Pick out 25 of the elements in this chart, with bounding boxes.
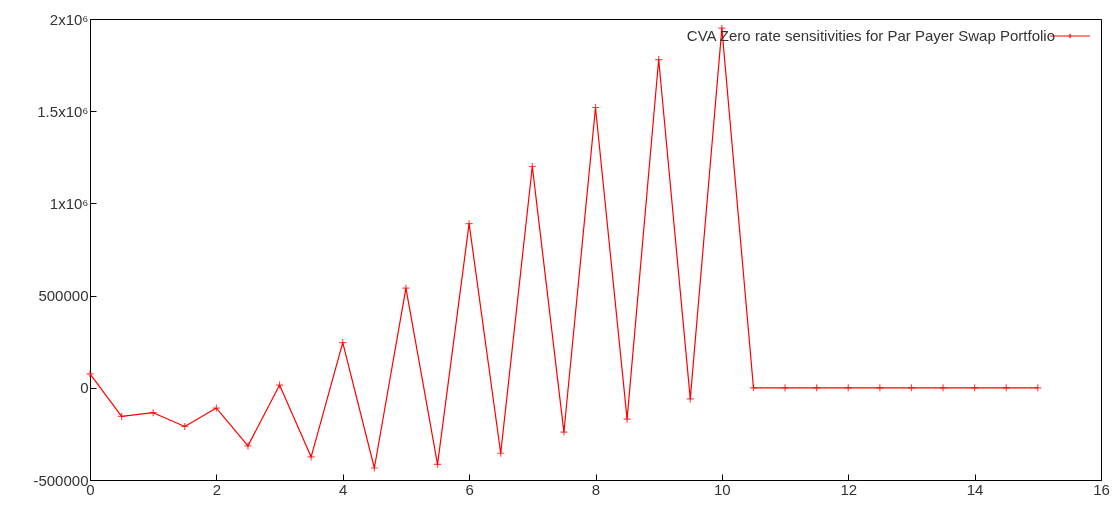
point — [307, 452, 316, 462]
point — [622, 415, 632, 424]
point — [212, 403, 221, 413]
point — [243, 441, 253, 451]
point — [559, 427, 569, 437]
point — [85, 369, 95, 379]
y-tick-label: 500000 — [38, 287, 89, 305]
x-tick-label: 10 — [714, 480, 731, 498]
y-tick-label: 0 — [80, 379, 89, 397]
point — [464, 219, 474, 228]
y-tick-label: 1x10⁶ — [49, 194, 89, 212]
x-tick-label: 14 — [966, 480, 984, 498]
y-tick-label: 1.5x10⁶ — [37, 102, 89, 120]
y-tick-label: 2x10⁶ — [49, 10, 89, 28]
point — [370, 463, 379, 473]
x-tick-label: 6 — [465, 480, 474, 498]
x-tick-label: 8 — [591, 480, 601, 498]
x-tick-label: 16 — [1093, 480, 1110, 498]
x-tick-label: 4 — [339, 480, 348, 498]
x-tick-label: 12 — [840, 480, 858, 498]
point — [938, 383, 948, 392]
point — [275, 380, 284, 390]
point — [780, 383, 790, 392]
x-tick-label: 2 — [212, 480, 222, 498]
point — [686, 394, 695, 403]
